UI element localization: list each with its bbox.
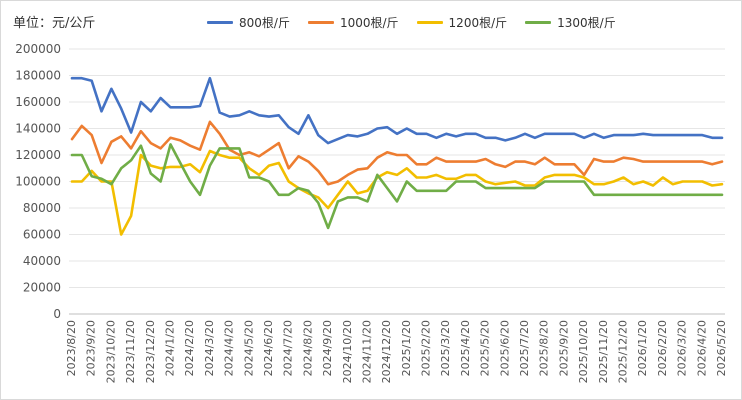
- x-tick-label: 2026/4/20: [695, 320, 708, 376]
- series-line-0: [70, 76, 724, 145]
- legend-item-1300: 1300根/斤: [525, 14, 616, 31]
- x-tick-label: 2024/4/20: [223, 320, 236, 376]
- legend-label-1000: 1000根/斤: [339, 16, 399, 30]
- y-tick-label: 60000: [23, 228, 61, 242]
- unit-label: 单位：元/公斤: [13, 16, 96, 31]
- x-tick-label: 2023/12/20: [144, 320, 157, 383]
- x-tick-label: 2024/8/20: [301, 320, 314, 376]
- x-tick-label: 2024/5/20: [242, 320, 255, 376]
- legend-swatch-800: [207, 21, 233, 24]
- x-tick-label: 2026/2/20: [656, 320, 669, 376]
- x-tick-label: 2025/7/20: [518, 320, 531, 376]
- x-tick-label: 2024/1/20: [163, 320, 176, 376]
- x-tick-label: 2024/12/20: [380, 320, 393, 383]
- x-tick-label: 2024/10/20: [341, 320, 354, 383]
- y-tick-label: 180000: [15, 69, 61, 83]
- x-tick-label: 2025/1/20: [400, 320, 413, 376]
- legend: 800根/斤 1000根/斤 1200根/斤 1300根/斤: [207, 14, 634, 31]
- x-tick-label: 2023/8/20: [65, 320, 78, 376]
- x-tick-label: 2024/3/20: [203, 320, 216, 376]
- series-line-3: [70, 143, 724, 230]
- y-tick-label: 140000: [15, 122, 61, 136]
- x-tick-label: 2024/2/20: [183, 320, 196, 376]
- x-tick-label: 2025/3/20: [439, 320, 452, 376]
- legend-swatch-1300: [525, 21, 552, 24]
- legend-swatch-1000: [307, 21, 334, 24]
- x-tick-label: 2024/6/20: [262, 320, 275, 376]
- legend-item-800: 800根/斤: [207, 14, 290, 31]
- x-tick-label: 2023/10/20: [104, 320, 117, 383]
- x-tick-label: 2023/11/20: [124, 320, 137, 383]
- y-tick-label: 20000: [23, 281, 61, 295]
- x-tick-label: 2026/3/20: [676, 320, 689, 376]
- legend-label-1200: 1200根/斤: [448, 16, 508, 30]
- y-tick-label: 0: [53, 307, 61, 321]
- y-tick-label: 40000: [23, 254, 61, 268]
- x-tick-label: 2025/8/20: [538, 320, 551, 376]
- series-line-2: [70, 149, 724, 236]
- y-tick-label: 120000: [15, 148, 61, 162]
- x-tick-label: 2025/4/20: [459, 320, 472, 376]
- x-tick-label: 2024/11/20: [360, 320, 373, 383]
- x-tick-label: 2025/2/20: [420, 320, 433, 376]
- series-line-1: [70, 120, 724, 186]
- x-tick-label: 2025/5/20: [479, 320, 492, 376]
- x-tick-label: 2025/6/20: [498, 320, 511, 376]
- x-tick-label: 2026/1/20: [636, 320, 649, 376]
- x-tick-label: 2025/11/20: [597, 320, 610, 383]
- x-tick-label: 2024/7/20: [282, 320, 295, 376]
- legend-label-1300: 1300根/斤: [557, 16, 616, 30]
- x-tick-label: 2023/9/20: [85, 320, 98, 376]
- y-tick-label: 80000: [23, 201, 61, 215]
- x-tick-label: 2026/5/20: [715, 320, 728, 376]
- x-tick-label: 2025/10/20: [577, 320, 590, 383]
- x-tick-label: 2025/12/20: [617, 320, 630, 383]
- legend-item-1200: 1200根/斤: [416, 14, 508, 31]
- x-tick-label: 2024/9/20: [321, 320, 334, 376]
- y-tick-label: 200000: [15, 42, 61, 56]
- x-tick-label: 2025/9/20: [557, 320, 570, 376]
- legend-swatch-1200: [416, 21, 443, 24]
- y-tick-label: 100000: [15, 175, 61, 189]
- y-tick-label: 160000: [15, 95, 61, 109]
- legend-label-800: 800根/斤: [239, 16, 290, 30]
- legend-item-1000: 1000根/斤: [307, 14, 399, 31]
